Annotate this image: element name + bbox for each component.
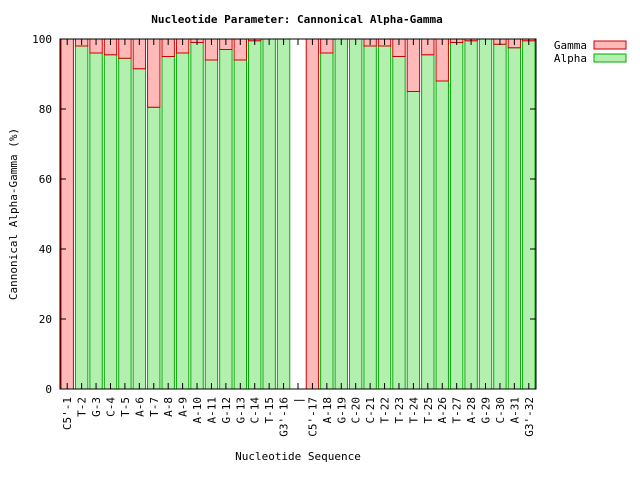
x-tick-label: C-21 [364, 397, 377, 424]
x-tick-label: A-26 [436, 397, 449, 424]
bar-alpha-t25 [421, 54, 435, 390]
x-tick-label: A-6 [133, 397, 146, 417]
bar-alpha-g13 [233, 59, 248, 390]
bar-alpha-a8 [161, 56, 175, 390]
bar-alpha-c30 [493, 43, 507, 390]
bar-alpha-g12 [219, 49, 233, 390]
y-tick-label: 80 [39, 103, 52, 116]
y-tick-label: 40 [39, 243, 52, 256]
bar-alpha-c20 [348, 38, 363, 390]
x-tick-label: G-3 [90, 397, 103, 417]
x-tick-label: T-25 [422, 397, 435, 424]
x-tick-label: C5'-17 [306, 397, 319, 437]
x-tick-label: C-4 [104, 397, 117, 417]
bar-alpha-t2 [74, 45, 89, 390]
bar-alpha-a26 [435, 80, 449, 390]
bar-alpha-t7 [147, 106, 161, 390]
bar-gamma-c51 [60, 38, 74, 390]
x-tick-label: T-23 [393, 397, 406, 424]
bar-alpha-a9 [175, 52, 190, 390]
bar-alpha-g29 [478, 38, 493, 390]
bar-gamma-t24 [406, 38, 421, 92]
x-tick-label: G3'-32 [523, 397, 536, 437]
bars-layer [60, 38, 536, 390]
legend-swatch-gamma [593, 40, 627, 50]
bar-gamma-t7 [147, 38, 161, 108]
legend-label-gamma: Gamma [554, 39, 587, 52]
x-tick-label: T-22 [379, 397, 392, 424]
y-tick-label: 0 [45, 383, 52, 396]
bar-alpha-c4 [103, 54, 118, 390]
bar-alpha-a10 [190, 42, 204, 390]
bar-alpha-t22 [377, 45, 392, 390]
x-tick-label: A-11 [205, 397, 218, 424]
x-tick-label: T-2 [76, 397, 89, 417]
bar-alpha-g332 [522, 40, 536, 390]
x-tick-label: A-10 [191, 397, 204, 424]
y-tick-label: 100 [32, 33, 52, 46]
bar-gamma-a26 [435, 38, 449, 82]
bar-alpha-a28 [464, 40, 478, 390]
x-tick-label: A-9 [177, 397, 190, 417]
legend-swatch-alpha [593, 53, 627, 63]
x-tick-label: T-27 [451, 397, 464, 424]
x-tick-label: C-30 [494, 397, 507, 424]
bar-alpha-a18 [320, 52, 334, 390]
x-tick-label: G-19 [335, 397, 348, 424]
x-tick-label: C5'-1 [61, 397, 74, 430]
x-tick-label: A-31 [508, 397, 521, 424]
y-tick-label: 20 [39, 313, 52, 326]
x-tick-label: C-14 [249, 397, 262, 424]
x-tick-label: G3'-16 [278, 397, 291, 437]
chart-title: Nucleotide Parameter: Cannonical Alpha-G… [151, 13, 442, 26]
bar-alpha-g19 [334, 38, 348, 390]
x-tick-label: C-20 [350, 397, 363, 424]
bar-alpha-c14 [248, 40, 262, 390]
bar-alpha-t24 [406, 91, 421, 390]
bar-alpha-a6 [132, 68, 147, 390]
bar-alpha-t5 [118, 57, 132, 390]
bar-alpha-g316 [276, 38, 291, 390]
bar-alpha-a11 [204, 59, 219, 390]
x-tick-label: A-18 [321, 397, 334, 424]
bar-alpha-a31 [507, 47, 522, 390]
bar-gamma-c517 [305, 38, 320, 390]
x-tick-label: T-7 [148, 397, 161, 417]
bar-alpha-t15 [262, 38, 276, 390]
x-tick-label: G-13 [234, 397, 247, 424]
x-tick-label: A-8 [162, 397, 175, 417]
y-axis-label: Cannonical Alpha-Gamma (%) [7, 128, 20, 300]
bar-alpha-t23 [392, 56, 406, 390]
bar-alpha-c21 [363, 45, 377, 390]
x-axis-label: Nucleotide Sequence [235, 450, 361, 463]
x-tick-label: G-12 [220, 397, 233, 424]
bar-alpha-t27 [449, 42, 464, 390]
x-tick-label: | [292, 397, 305, 404]
x-tick-label: T-5 [119, 397, 132, 417]
x-tick-label: T-15 [263, 397, 276, 424]
x-tick-label: A-28 [465, 397, 478, 424]
y-tick-label: 60 [39, 173, 52, 186]
x-tick-label: G-29 [480, 397, 493, 424]
bar-alpha-g3 [89, 52, 103, 390]
x-tick-label: T-24 [407, 397, 420, 424]
legend-label-alpha: Alpha [554, 52, 587, 65]
